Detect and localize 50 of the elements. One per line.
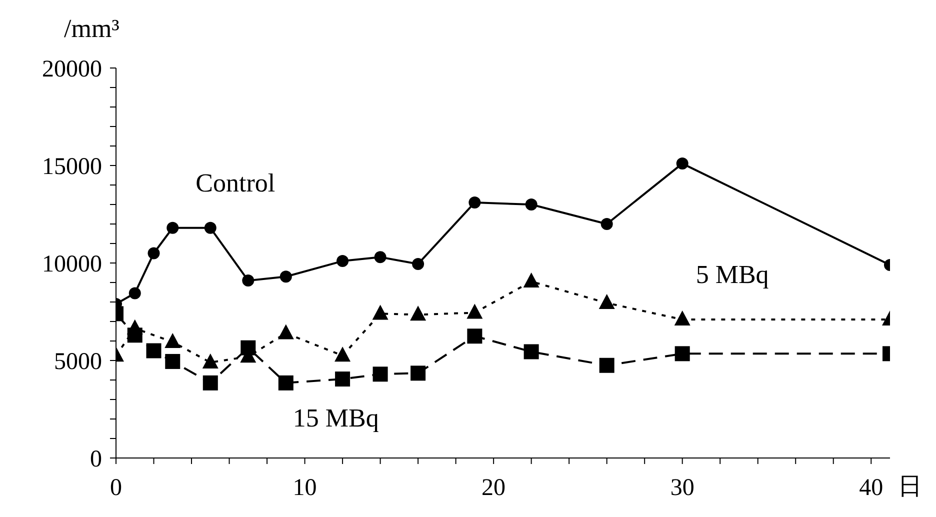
series-label: 15 MBq: [292, 403, 379, 432]
x-axis-title: 日: [898, 473, 922, 502]
point: [202, 375, 218, 390]
point: [372, 304, 388, 320]
y-tick-label: 0: [90, 446, 102, 473]
point: [148, 247, 160, 260]
point: [335, 372, 350, 387]
point: [410, 366, 426, 381]
point: [372, 366, 388, 382]
point: [412, 258, 424, 270]
point: [164, 332, 181, 348]
point: [466, 304, 483, 319]
point: [467, 328, 482, 344]
point: [374, 251, 386, 264]
point: [166, 222, 179, 234]
point: [468, 196, 481, 209]
point: [280, 270, 292, 283]
point: [674, 346, 690, 362]
y-tick-label: 15000: [42, 154, 102, 180]
point: [278, 324, 294, 340]
point: [525, 198, 538, 210]
x-tick-label: 10: [292, 475, 317, 502]
series-label: Control: [196, 168, 276, 198]
point: [146, 343, 162, 358]
point: [674, 310, 690, 326]
point: [202, 353, 218, 368]
y-tick-label: 20000: [42, 56, 102, 83]
y-tick-label: 5000: [54, 349, 102, 376]
point: [523, 272, 540, 288]
y-axis-title: /mm³: [64, 14, 120, 44]
y-tick-label: 10000: [42, 252, 102, 278]
point: [204, 222, 216, 234]
x-tick-label: 20: [482, 475, 506, 502]
point: [126, 319, 143, 334]
point: [242, 274, 254, 287]
point: [600, 218, 613, 230]
point: [676, 158, 688, 170]
x-tick-label: 40: [859, 475, 884, 502]
point: [334, 346, 351, 362]
x-tick-label: 30: [670, 475, 694, 502]
point: [599, 358, 614, 373]
point: [336, 255, 349, 268]
x-tick-label: 0: [110, 475, 122, 502]
point: [128, 287, 141, 300]
point: [410, 306, 426, 321]
point: [598, 294, 615, 309]
point: [165, 354, 180, 369]
point: [278, 375, 294, 390]
point: [524, 344, 539, 360]
series-label: 5 MBq: [696, 260, 769, 290]
